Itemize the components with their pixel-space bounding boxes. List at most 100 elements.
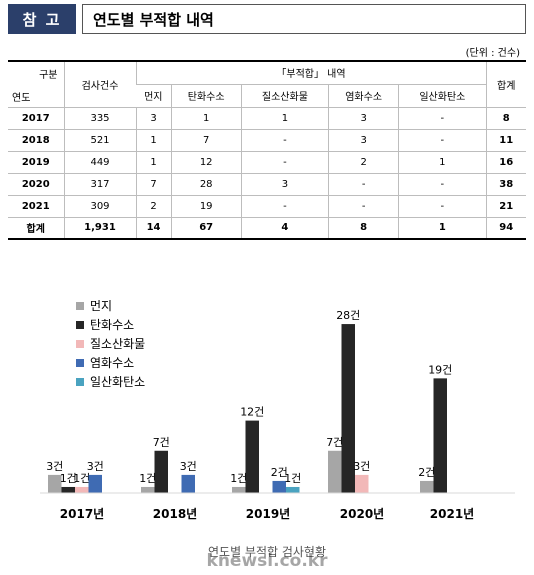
row-cell: 1 bbox=[398, 151, 486, 174]
row-count: 317 bbox=[63, 173, 136, 196]
row-cell: 1 bbox=[240, 107, 329, 130]
row-cell: 3 bbox=[328, 107, 399, 130]
row-cell: 2 bbox=[135, 195, 172, 218]
chart-caption: 연도별 부적합 검사현황 bbox=[208, 545, 326, 559]
x-tick-label: 2019년 bbox=[246, 507, 290, 521]
total-cell: 8 bbox=[328, 216, 399, 240]
chart-x-labels: 2017년 2018년 2019년 2020년 2021년 bbox=[60, 507, 474, 521]
row-year: 2020 bbox=[8, 173, 64, 196]
corner-top-label: 구분 bbox=[39, 70, 58, 81]
col-header-group: 「부적합」 내역 bbox=[135, 60, 486, 85]
chart-bar bbox=[88, 474, 102, 493]
row-count: 335 bbox=[63, 107, 136, 130]
row-cell: 12 bbox=[170, 151, 242, 174]
row-total: 38 bbox=[485, 173, 526, 196]
unit-note: (단위 : 건수) bbox=[465, 48, 520, 59]
chart-bar bbox=[420, 480, 434, 493]
chart-bar bbox=[433, 378, 447, 493]
bar-value-label: 12건 bbox=[240, 406, 264, 419]
chart-bar bbox=[75, 486, 89, 493]
chart-bar bbox=[141, 486, 155, 493]
row-cell: - bbox=[398, 195, 486, 218]
bar-value-label: 7건 bbox=[153, 436, 170, 449]
table-row: 2021 309 2 19- - -21 bbox=[8, 195, 526, 218]
corner-cell: 구분 연도 bbox=[8, 60, 64, 108]
legend-swatch bbox=[76, 378, 84, 386]
table-total-row: 합계 1,931 14 67 4 8 1 94 bbox=[8, 216, 526, 240]
row-year: 2019 bbox=[8, 151, 64, 174]
row-cell: - bbox=[398, 107, 486, 130]
row-cell: 1 bbox=[135, 151, 172, 174]
row-cell: 7 bbox=[170, 129, 242, 152]
chart-bar bbox=[48, 474, 62, 493]
row-cell: - bbox=[240, 195, 329, 218]
table-header-row: 구분 연도 검사건수 「부적합」 내역 합계 bbox=[8, 60, 526, 108]
bar-value-label: 3건 bbox=[46, 460, 63, 473]
row-total: 8 bbox=[485, 107, 526, 130]
violation-table: 구분 연도 검사건수 「부적합」 내역 합계 먼지 탄화수소 질소산화물 염화수… bbox=[8, 60, 526, 240]
legend-swatch bbox=[76, 302, 84, 310]
bar-value-label: 2건 bbox=[418, 466, 435, 479]
chart-bar bbox=[272, 480, 286, 493]
x-tick-label: 2017년 bbox=[60, 507, 104, 521]
bar-value-label: 1건 bbox=[139, 472, 156, 485]
col-header-dust: 먼지 bbox=[136, 84, 172, 108]
table-row: 2019 449 1 12-2 1 16 bbox=[8, 151, 526, 174]
corner-bottom-label: 연도 bbox=[12, 92, 31, 104]
section-title: 연도별 부적합 내역 bbox=[82, 4, 526, 34]
bar-value-label: 3건 bbox=[353, 460, 370, 473]
table-row: 2018 521 1 7-3-11 bbox=[8, 129, 526, 152]
legend-swatch bbox=[76, 321, 84, 329]
table-row: 2020 317 7 28 3- -38 bbox=[8, 173, 526, 196]
bar-value-label: 2건 bbox=[271, 466, 288, 479]
row-year: 2017 bbox=[8, 107, 64, 130]
reference-badge: 참 고 bbox=[8, 4, 76, 34]
chart-bar bbox=[341, 324, 355, 493]
grand-total: 94 bbox=[485, 216, 526, 240]
col-header-total: 합계 bbox=[485, 60, 526, 108]
chart-bar bbox=[286, 486, 300, 493]
total-count: 1,931 bbox=[63, 216, 136, 240]
col-header-count: 검사건수 bbox=[63, 60, 136, 108]
chart-bar bbox=[154, 450, 168, 493]
col-header-hydrocarbon: 탄화수소 bbox=[170, 84, 242, 108]
row-total: 16 bbox=[485, 151, 526, 174]
col-header-co: 일산화탄소 bbox=[398, 84, 486, 108]
total-cell: 4 bbox=[240, 216, 329, 240]
row-cell: 3 bbox=[328, 129, 399, 152]
row-cell: 3 bbox=[135, 107, 172, 130]
row-cell: - bbox=[328, 195, 399, 218]
legend-label: 일산화탄소 bbox=[90, 375, 145, 389]
row-cell: - bbox=[398, 129, 486, 152]
total-cell: 67 bbox=[170, 216, 242, 240]
row-cell: 28 bbox=[170, 173, 242, 196]
row-count: 449 bbox=[63, 151, 136, 174]
bar-value-label: 1건 bbox=[60, 472, 77, 485]
row-cell: - bbox=[240, 129, 329, 152]
row-cell: 1 bbox=[170, 107, 242, 130]
bar-value-label: 19건 bbox=[428, 363, 452, 376]
total-label: 합계 bbox=[8, 216, 64, 240]
col-header-nox: 질소산화물 bbox=[240, 84, 329, 108]
table-row: 2017 335 3 1 1 3-8 bbox=[8, 107, 526, 130]
col-header-hcl: 염화수소 bbox=[328, 84, 399, 108]
chart-bar bbox=[181, 474, 195, 493]
chart-bar bbox=[328, 450, 342, 493]
row-cell: 3 bbox=[240, 173, 329, 196]
bar-value-label: 3건 bbox=[180, 460, 197, 473]
total-cell: 1 bbox=[398, 216, 486, 240]
chart-bar bbox=[61, 486, 75, 493]
legend-label: 질소산화물 bbox=[90, 337, 145, 351]
x-tick-label: 2021년 bbox=[430, 507, 474, 521]
row-cell: 1 bbox=[135, 129, 172, 152]
bar-value-label: 1건 bbox=[73, 472, 90, 485]
bar-value-label: 28건 bbox=[336, 309, 360, 322]
row-cell: 2 bbox=[328, 151, 399, 174]
table-subheader-row: 먼지 탄화수소 질소산화물 염화수소 일산화탄소 bbox=[8, 84, 526, 108]
section-header: 참 고 연도별 부적합 내역 bbox=[8, 4, 526, 34]
chart-bar bbox=[245, 420, 259, 493]
bar-value-label: 1건 bbox=[284, 472, 301, 485]
